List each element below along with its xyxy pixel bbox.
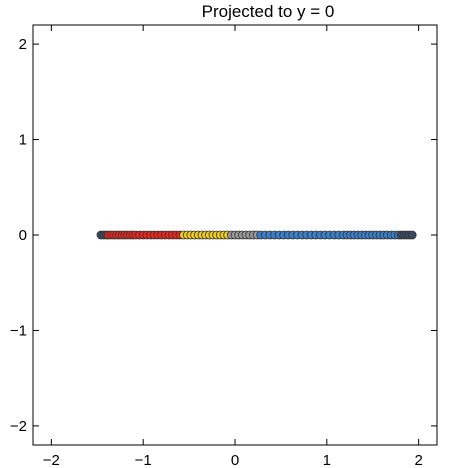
x-tick-label: 2 xyxy=(414,452,422,468)
y-tick-label: 0 xyxy=(19,227,27,244)
data-point-dark xyxy=(407,230,417,240)
y-tick-label: −1 xyxy=(10,322,27,339)
x-tick-label: −2 xyxy=(43,452,60,468)
x-tick-label: 0 xyxy=(231,452,239,468)
chart-title: Projected to y = 0 xyxy=(202,2,335,21)
x-tick-label: −1 xyxy=(135,452,152,468)
y-tick-label: 2 xyxy=(19,36,27,53)
ticks-layer: −2 −1 0 1 2 −2 −1 0 1 2 xyxy=(10,25,437,468)
y-tick-label: −2 xyxy=(10,418,27,435)
plot-frame xyxy=(32,24,438,446)
y-tick-label: 1 xyxy=(19,132,27,149)
points-layer xyxy=(96,230,417,240)
x-tick-label: 1 xyxy=(323,452,331,468)
